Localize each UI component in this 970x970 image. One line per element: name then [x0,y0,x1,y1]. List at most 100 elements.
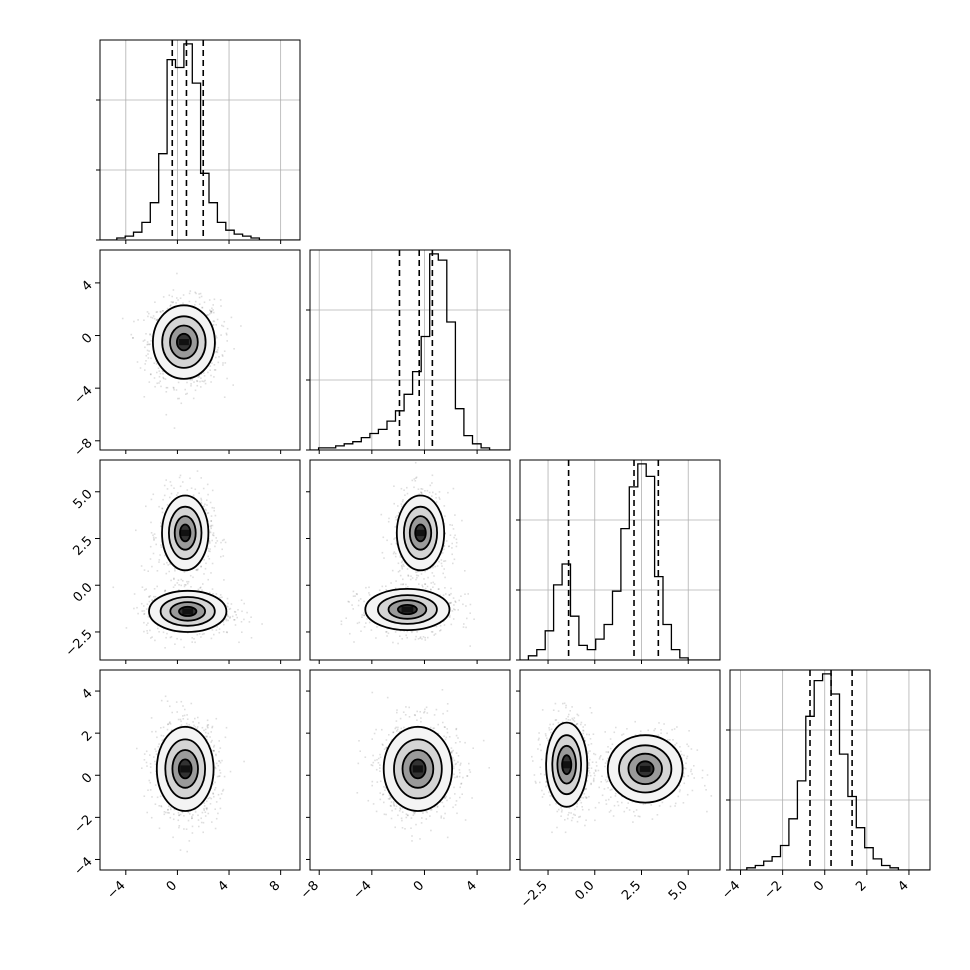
scatter-point [147,357,150,359]
density-core [180,529,191,537]
scatter-point [194,300,197,303]
scatter-point [159,380,161,383]
scatter-point [149,771,152,774]
scatter-point [227,619,229,622]
scatter-point [236,616,238,619]
scatter-point [197,819,200,821]
scatter-point [132,337,134,339]
scatter-point [411,630,414,632]
scatter-point [152,552,155,555]
scatter-point [431,631,434,633]
scatter-point [137,319,139,321]
scatter-point [193,724,195,727]
scatter-point [444,576,446,579]
scatter-point [441,565,443,567]
scatter-point [207,797,209,800]
scatter-point [213,320,216,323]
scatter-point [166,561,168,564]
scatter-point [208,540,211,543]
scatter-point [394,587,397,590]
scatter-point [394,552,397,555]
scatter-point [161,507,164,510]
scatter-point [215,335,217,337]
scatter-point [159,372,162,375]
scatter-point [392,641,394,644]
scatter-point [213,298,216,301]
scatter-point [453,608,455,610]
scatter-point [222,364,224,366]
scatter-point [158,382,160,384]
scatter-point [210,310,213,312]
scatter-point [208,529,211,531]
scatter-point [162,373,164,375]
hist-panel-0 [96,39,301,241]
scatter-point [151,796,153,798]
scatter-point [415,823,417,826]
scatter-point [165,391,168,393]
scatter-point [392,552,395,555]
scatter-point [143,753,146,755]
scatter-point [210,572,212,574]
scatter-point [202,487,205,490]
scatter-point [213,364,216,366]
scatter-point [219,299,222,301]
scatter-point [352,608,354,610]
scatter-point [200,295,203,298]
scatter-point [399,554,402,557]
scatter-point [173,577,175,580]
scatter-point [411,479,414,482]
scatter-point [225,332,228,335]
scatter-point [195,569,198,571]
scatter-point [211,324,214,327]
scatter-point [180,584,182,587]
scatter-point [163,590,166,593]
scatter-point [192,814,194,816]
scatter-point [182,294,185,296]
scatter-point [191,815,193,818]
scatter-point [159,795,162,798]
scatter-point [151,599,153,601]
scatter-point [183,646,185,649]
scatter-point [180,402,183,405]
density-core [401,606,414,613]
scatter-point [213,376,215,378]
scatter-point [203,573,205,575]
scatter-point [420,491,422,493]
scatter-point [149,545,152,548]
scatter-point [204,503,206,506]
scatter-point [203,375,206,377]
scatter-point [214,767,217,770]
scatter-point [424,587,427,590]
scatter-point [215,356,217,359]
scatter-point [397,562,400,565]
scatter-point [199,380,201,383]
scatter-point [146,343,148,346]
pair-panel-2-1 [309,459,511,661]
scatter-point [443,568,445,570]
scatter-point [216,318,219,321]
scatter-point [176,711,178,713]
scatter-point [231,615,234,618]
scatter-point [135,529,137,532]
scatter-point [204,382,207,385]
scatter-point [217,346,220,349]
scatter-point [181,811,184,814]
scatter-point [401,560,404,562]
scatter-point [194,641,196,644]
scatter-point [427,636,429,639]
scatter-point [143,589,146,591]
scatter-point [212,749,215,752]
scatter-point [172,289,175,291]
scatter-point [224,736,227,739]
scatter-point [150,340,152,342]
scatter-point [166,386,169,389]
scatter-point [413,478,416,480]
scatter-point [210,520,212,522]
scatter-point [355,593,358,595]
scatter-point [444,587,446,589]
scatter-point [214,808,216,810]
scatter-point [407,574,409,576]
scatter-point [162,310,164,312]
scatter-point [223,320,226,323]
scatter-point [211,506,214,509]
